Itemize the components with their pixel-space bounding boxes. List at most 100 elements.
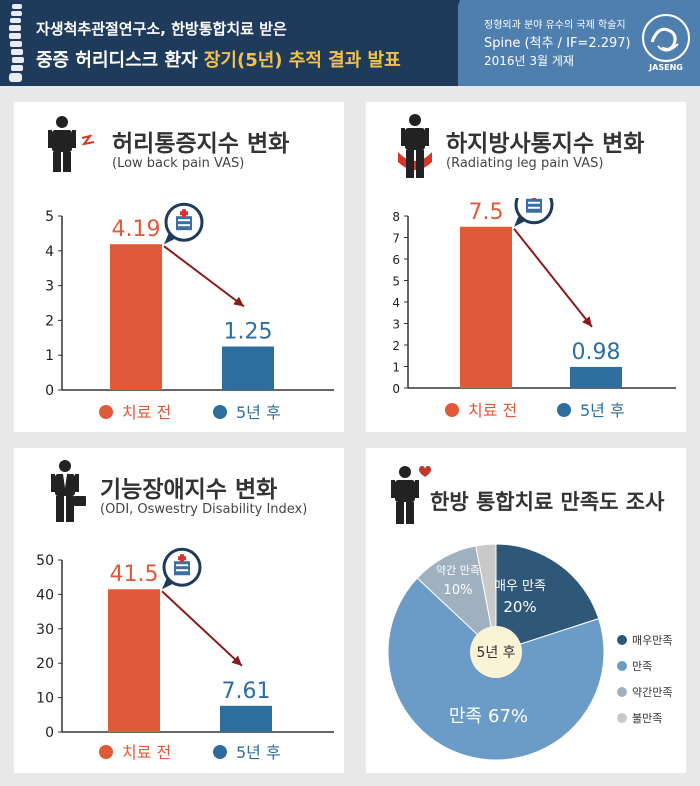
bar-value-label: 7.5 [469, 200, 504, 225]
slice-pct: 67% [488, 706, 528, 727]
trend-arrow-line [513, 228, 593, 328]
y-tick-label: 3 [392, 318, 400, 332]
trend-arrow-head [231, 655, 242, 666]
trend-arrow-head [233, 296, 244, 307]
legend-label: 불만족 [632, 712, 662, 725]
panel-satisfaction: 한방 통합치료 만족도 조사 매우 만족 20% 만족 67% 약간 만족 10% 5년 후… [366, 448, 686, 773]
hospital-cross-v [532, 198, 536, 200]
header-line1: 자생척추관절연구소, 한방통합치료 받은 [36, 20, 287, 38]
y-tick-label: 2 [392, 339, 400, 353]
person-businessman-icon [51, 460, 86, 522]
panel-subtitle: (ODI, Oswestry Disability Index) [100, 502, 308, 517]
legend-swatch [617, 661, 627, 671]
journal-info-box [458, 0, 700, 86]
panel-low-back-pain: 허리통증지수 변화 (Low back pain VAS) 0 1 2 3 4 5 4.19… [14, 102, 344, 432]
y-tick-label: 10 [36, 691, 54, 707]
hospital-window [176, 564, 188, 567]
y-tick-label: 8 [392, 210, 400, 224]
y-tick-label: 4 [45, 244, 54, 260]
y-tick-label: 6 [392, 253, 400, 267]
panel-subtitle: (Radiating leg pain VAS) [446, 156, 604, 171]
hospital-window [528, 206, 540, 209]
bar-after [220, 705, 272, 732]
legend-swatch [617, 635, 627, 645]
pie-slice [495, 543, 600, 653]
journal-line3: 2016년 3월 게재 [484, 54, 574, 68]
y-tick-label: 30 [36, 622, 54, 638]
hospital-building [174, 561, 190, 576]
legend-label: 5년 후 [236, 403, 281, 422]
spine-icon [9, 4, 24, 82]
bar-before [460, 226, 512, 388]
legend-swatch [99, 745, 113, 759]
logo-text: JASENG [648, 63, 683, 72]
leg-bar-chart: 0 1 2 3 4 5 6 7 8 7.5 0.98 치료 전 5년 후 [392, 198, 676, 420]
jaseng-logo: JASENG [642, 14, 690, 72]
y-tick-label: 0 [45, 383, 54, 399]
journal-line1: 정형외과 분야 유수의 국제 학술지 [484, 20, 626, 31]
bar-after [570, 366, 622, 388]
bar-before [110, 244, 162, 390]
y-tick-label: 40 [36, 587, 54, 603]
panel-subtitle: (Low back pain VAS) [112, 156, 245, 171]
person-leg-pain-icon [398, 114, 432, 178]
slice-label: 약간 만족 [436, 563, 480, 577]
hospital-building [176, 216, 192, 231]
hospital-icon [514, 198, 554, 227]
trend-arrow-head [582, 316, 592, 327]
panel-title: 허리통증지수 변화 [112, 131, 290, 157]
panel-title: 한방 통합치료 만족도 조사 [430, 490, 665, 514]
y-tick-label: 5 [45, 209, 54, 225]
lbp-bar-chart: 0 1 2 3 4 5 4.19 1.25 치료 전 5년 후 [45, 202, 334, 422]
hospital-window [176, 569, 188, 572]
legend-label: 치료 전 [468, 401, 517, 420]
y-tick-label: 2 [45, 313, 54, 329]
legend-swatch [99, 405, 113, 419]
pie-center-label: 5년 후 [476, 645, 515, 661]
legend-swatch [213, 745, 227, 759]
y-tick-label: 0 [392, 382, 400, 396]
panel-title: 기능장애지수 변화 [100, 477, 278, 503]
y-tick-label: 50 [36, 553, 54, 569]
legend-label: 5년 후 [580, 401, 625, 420]
person-heart-icon [391, 466, 431, 524]
journal-line2: Spine (척추 / IF=2.297) [484, 36, 631, 51]
legend-label: 매우만족 [632, 634, 672, 647]
y-tick-label: 3 [45, 279, 54, 295]
bar-before [108, 589, 160, 732]
slice-pct: 10% [444, 583, 473, 598]
header-line2-main: 중증 허리디스크 환자 [36, 50, 204, 71]
hospital-window [178, 224, 190, 227]
odi-bar-chart: 0 10 20 30 40 50 41.5 7.61 치료 전 5년 후 [36, 547, 334, 762]
bar-after [222, 346, 274, 390]
y-tick-label: 0 [45, 725, 54, 741]
slice-pct: 20% [503, 598, 536, 616]
hospital-building [526, 198, 542, 213]
legend-swatch [213, 405, 227, 419]
header-line2-highlight: 장기(5년) 추적 결과 발표 [203, 50, 401, 71]
legend-label: 약간만족 [632, 685, 672, 699]
panel-odi: 기능장애지수 변화 (ODI, Oswestry Disability Inde… [14, 448, 344, 773]
header-divider [430, 0, 460, 86]
person-pain-icon [48, 116, 95, 172]
legend-label: 만족 [632, 660, 652, 673]
hospital-cross-h [178, 556, 186, 561]
y-tick-label: 1 [45, 348, 54, 364]
legend-label: 치료 전 [122, 403, 171, 422]
hospital-icon [164, 202, 204, 245]
pie-slice [475, 543, 497, 653]
panel-leg-pain: 하지방사통지수 변화 (Radiating leg pain VAS) 0 1 2 3… [366, 102, 686, 432]
legend-swatch [617, 713, 627, 723]
bar-value-label: 1.25 [224, 320, 273, 345]
legend-label: 치료 전 [122, 743, 171, 762]
slice-label: 만족 [449, 706, 482, 727]
slice-label: 매우 만족 [494, 579, 546, 594]
hospital-icon [162, 547, 202, 590]
bar-value-label: 7.61 [222, 679, 271, 704]
bar-value-label: 0.98 [572, 340, 621, 365]
panel-title: 하지방사통지수 변화 [446, 131, 645, 157]
y-tick-label: 20 [36, 656, 54, 672]
pie-center-circle [470, 626, 522, 678]
y-tick-label: 1 [392, 361, 400, 375]
